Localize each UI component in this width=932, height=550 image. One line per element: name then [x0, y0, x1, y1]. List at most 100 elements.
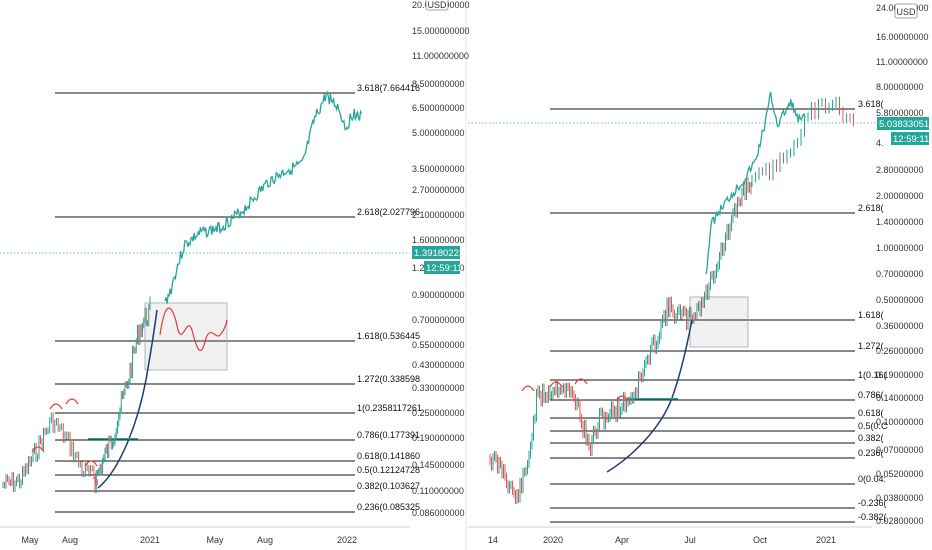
- fib-level-label: 0.382(0.103627: [357, 481, 420, 491]
- fib-level-label: 0.618(0.141860: [357, 451, 420, 461]
- y-tick-label: 2.700000000: [412, 185, 465, 195]
- y-tick-label: 0.26000000: [876, 346, 924, 356]
- left-countdown-tag: 12:59:11: [424, 261, 462, 274]
- y-tick-label: 8.00000000: [876, 82, 924, 92]
- fib-level-label: 1.618(: [858, 310, 884, 320]
- top-arc: [574, 378, 588, 385]
- y-tick-label: 1.40000000: [876, 217, 924, 227]
- x-tick-label: Oct: [753, 535, 768, 545]
- y-tick-label: 0.330000000: [412, 383, 465, 393]
- price-series-line[interactable]: [705, 91, 806, 275]
- left-price-label: 1.391802238: [414, 248, 469, 259]
- fib-level-label: 0.5(0.C: [858, 421, 888, 431]
- left-currency-badge[interactable]: USD: [425, 0, 449, 11]
- support-marker: [88, 438, 138, 440]
- fib-level-label: 1.618(0.536445: [357, 331, 420, 341]
- fib-level-label: 3.618(: [858, 99, 884, 109]
- y-tick-label: 0.250000000: [412, 408, 465, 418]
- support-marker: [626, 398, 678, 400]
- x-tick-label: 2022: [337, 535, 357, 545]
- x-tick-label: 2020: [543, 535, 563, 545]
- y-tick-label: 0.03800000: [876, 493, 924, 503]
- y-tick-label: 2.00000000: [876, 191, 924, 201]
- y-tick-label: 0.14000000: [876, 393, 924, 403]
- price-series-line[interactable]: [164, 90, 363, 304]
- y-tick-label: 0.086000000: [412, 508, 465, 518]
- y-tick-label: 0.05200000: [876, 469, 924, 479]
- fib-level-label: 1.272(0.338598: [357, 374, 420, 384]
- x-tick-label: 2021: [816, 535, 836, 545]
- x-tick-label: Aug: [62, 535, 78, 545]
- y-tick-label: 0.145000000: [412, 460, 465, 470]
- right-price-label: 5.03833051: [879, 119, 929, 130]
- y-tick-label: 2.100000000: [412, 210, 465, 220]
- y-tick-label: 6.500000000: [412, 103, 465, 113]
- top-arc: [615, 395, 629, 402]
- x-tick-label: 2021: [140, 535, 160, 545]
- right-countdown-label: 12:59:11: [893, 134, 929, 145]
- top-arc: [31, 446, 45, 453]
- fib-level-label: 1(0.16(: [858, 370, 887, 380]
- y-tick-label: 11.00000000: [876, 57, 928, 67]
- y-tick-label: 11.000000000: [412, 51, 469, 61]
- y-tick-label: 0.190000000: [412, 433, 465, 443]
- y-tick-label: 0.900000000: [412, 290, 465, 300]
- right-currency-badge[interactable]: USD: [894, 3, 918, 19]
- parabolic-curve: [97, 309, 158, 489]
- fib-level-label: 0(0.04:: [858, 474, 886, 484]
- y-tick-label: 0.02800000: [876, 516, 924, 526]
- y-tick-label: 0.430000000: [412, 360, 465, 370]
- fib-level-label: 0.786(: [858, 390, 884, 400]
- fib-level-label: -0.236(: [858, 498, 887, 508]
- fib-level-label: 1(0.2358117261: [357, 403, 422, 413]
- y-tick-label: 3.500000000: [412, 164, 465, 174]
- left-countdown-label: 12:59:11: [426, 263, 462, 274]
- top-arc: [84, 460, 98, 467]
- y-tick-label: 15.000000000: [412, 26, 470, 36]
- fib-level-label: 2.618(2.027796: [357, 207, 420, 217]
- right-chart-panel: 24.0000000016.0000000011.000000008.00000…: [468, 3, 929, 545]
- fib-level-label: 3.618(7.664416: [357, 83, 420, 93]
- y-tick-label: 5.000000000: [412, 128, 465, 138]
- y-tick-label: 1.00000000: [876, 243, 924, 253]
- top-arc: [549, 381, 563, 388]
- y-tick-label: 5.80000000: [876, 108, 924, 118]
- left-currency-label: USD: [427, 0, 447, 10]
- fib-level-label: -0.382(: [858, 512, 887, 522]
- y-tick-label: 0.10000000: [876, 417, 924, 427]
- fib-level-label: 0.382(: [858, 433, 884, 443]
- fib-level-label: 0.5(0.12124728: [357, 465, 420, 475]
- fib-level-label: 0.786(0.177391: [357, 430, 420, 440]
- y-tick-label: 0.36000000: [876, 321, 924, 331]
- right-currency-label: USD: [896, 7, 916, 17]
- x-tick-label: 14: [488, 535, 498, 545]
- top-arc: [49, 403, 63, 410]
- y-tick-label: 0.50000000: [876, 295, 924, 305]
- y-tick-label: 1.600000000: [412, 235, 465, 245]
- y-tick-label: 0.07000000: [876, 445, 924, 455]
- y-tick-label: 0.70000000: [876, 269, 924, 279]
- x-tick-label: Apr: [615, 535, 629, 545]
- x-tick-label: May: [206, 535, 224, 545]
- parabolic-curve: [606, 319, 693, 473]
- y-tick-label: 0.19000000: [876, 370, 924, 380]
- y-tick-label: 4.: [876, 138, 884, 148]
- y-tick-label: 0.550000000: [412, 340, 465, 350]
- fib-level-label: 0.236(: [858, 448, 884, 458]
- right-countdown-tag: 12:59:11: [891, 132, 929, 145]
- projection-squiggle: [159, 307, 228, 352]
- fib-level-label: 0.236(0.085325: [357, 502, 420, 512]
- y-tick-label: 2.80000000: [876, 165, 924, 175]
- y-tick-label: 16.00000000: [876, 32, 929, 42]
- y-tick-label: 0.110000000: [412, 486, 464, 496]
- x-tick-label: Aug: [257, 535, 273, 545]
- left-chart-panel: 20.00000000015.00000000011.0000000008.50…: [0, 0, 470, 545]
- y-tick-label: 0.700000000: [412, 315, 465, 325]
- consolidation-box[interactable]: [144, 302, 228, 371]
- x-tick-label: May: [21, 535, 39, 545]
- x-tick-label: Jul: [684, 535, 696, 545]
- fib-level-label: 0.618(: [858, 408, 884, 418]
- top-arc: [65, 398, 79, 405]
- left-price-tag: 1.391802238: [412, 246, 469, 259]
